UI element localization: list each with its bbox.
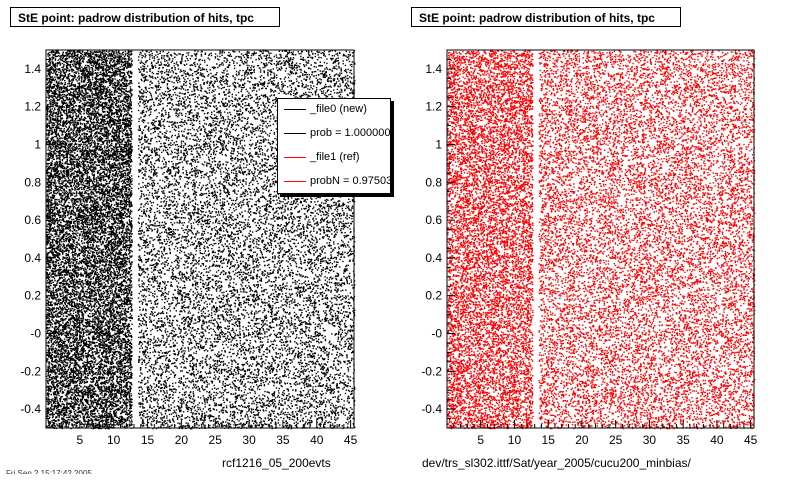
y-tick-label: 0.2 [425,289,442,303]
legend-label-prob: prob = 1.000000 [310,127,391,139]
x-tick-label: 30 [643,433,657,447]
left-footer-label: rcf1216_05_200evts [222,456,331,470]
y-tick-label: -0.2 [20,364,41,378]
left-plot-title: StE point: padrow distribution of hits, … [10,7,280,27]
legend-label-probn: probN = 0.975030 [310,175,391,187]
legend-label-file0: _file0 (new) [310,103,367,115]
x-tick-label: 15 [542,433,556,447]
x-tick-label: 25 [609,433,623,447]
y-tick-label: 0.8 [24,175,41,189]
y-tick-label: 0.4 [425,251,442,265]
y-tick-label: -0 [431,327,442,341]
y-tick-label: 1.4 [425,62,442,76]
x-tick-label: 40 [310,433,324,447]
y-tick-label: 0.6 [425,213,442,227]
legend-line-file0 [284,109,306,110]
x-tick-label: 40 [710,433,724,447]
x-tick-label: 15 [141,433,155,447]
y-tick-label: 1 [34,138,41,152]
legend: _file0 (new) prob = 1.000000 _file1 (ref… [277,98,391,194]
legend-entry-prob: prob = 1.000000 [278,123,391,143]
y-tick-label: 0.2 [24,289,41,303]
y-tick-label: -0 [30,327,41,341]
y-tick-label: 0.8 [425,175,442,189]
x-tick-label: 25 [209,433,223,447]
y-tick-label: 1 [435,138,442,152]
scatter-points [447,50,756,430]
x-tick-label: 20 [175,433,189,447]
right-scatter-plot: 5 10 15 20 25 30 35 40 45 -0.4 -0.2 -0 0.2 0.4 0.6 0.8 1… [421,49,758,447]
right-plot-title: StE point: padrow distribution of hits, … [411,7,681,27]
legend-line-file1 [284,157,306,158]
x-tick-label: 5 [477,433,484,447]
x-tick-label: 45 [344,433,358,447]
y-tick-label: 1.4 [24,62,41,76]
right-footer-label: dev/trs_sl302.ittf/Sat/year_2005/cucu200… [422,456,691,470]
x-tick-label: 35 [276,433,290,447]
y-tick-label: -0.4 [20,402,41,416]
legend-entry-probn: probN = 0.975030 [278,171,391,191]
timestamp-label: Fri Sep 2 15:17:42 2005 [6,470,136,474]
x-tick-label: 45 [744,433,758,447]
legend-entry-file0: _file0 (new) [278,99,390,119]
y-tick-label: 1.2 [24,100,41,114]
y-tick-label: -0.2 [421,364,442,378]
x-tick-label: 35 [676,433,690,447]
x-tick-label: 5 [77,433,84,447]
x-tick-label: 10 [107,433,121,447]
x-tick-label: 20 [575,433,589,447]
y-tick-label: 1.2 [425,100,442,114]
y-tick-label: 0.6 [24,213,41,227]
legend-entry-file1: _file1 (ref) [278,147,390,167]
y-tick-label: -0.4 [421,402,442,416]
legend-line-prob [284,133,306,134]
legend-line-probn [284,181,306,182]
x-tick-label: 10 [508,433,522,447]
legend-label-file1: _file1 (ref) [310,151,360,163]
y-tick-label: 0.4 [24,251,41,265]
x-tick-label: 30 [242,433,256,447]
